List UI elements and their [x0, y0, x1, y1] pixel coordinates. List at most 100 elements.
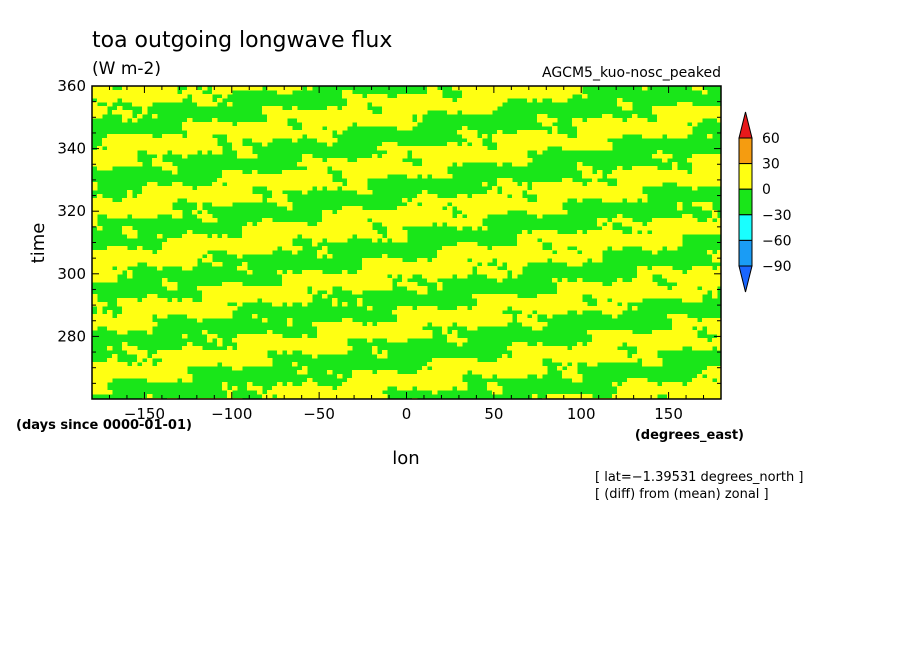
heatmap-cell: [467, 90, 473, 95]
heatmap-cell: [132, 94, 138, 99]
heatmap-cell: [452, 142, 458, 147]
heatmap-cell: [502, 270, 508, 275]
heatmap-cell: [112, 362, 118, 367]
heatmap-cell: [202, 302, 208, 307]
heatmap-cell: [437, 366, 443, 371]
heatmap-cell: [327, 106, 333, 111]
heatmap-cell: [222, 286, 228, 291]
heatmap-cell: [192, 254, 198, 259]
heatmap-cell: [97, 162, 103, 167]
heatmap-cell: [462, 250, 468, 255]
heatmap-cell: [287, 274, 293, 279]
heatmap-cell: [657, 130, 663, 135]
heatmap-cell: [562, 354, 568, 359]
heatmap-cell: [577, 262, 583, 267]
heatmap-cell: [122, 266, 128, 271]
x-tick-label: −150: [124, 405, 165, 423]
heatmap-cell: [342, 118, 348, 123]
heatmap-cell: [392, 166, 398, 171]
heatmap-cell: [357, 234, 363, 239]
heatmap-cell: [657, 270, 663, 275]
heatmap-cell: [632, 290, 638, 295]
heatmap-cell: [657, 226, 663, 231]
heatmap-cell: [192, 150, 198, 155]
heatmap-cell: [552, 394, 558, 399]
heatmap-cell: [342, 322, 348, 327]
heatmap-cell: [642, 194, 648, 199]
heatmap-cell: [527, 358, 533, 363]
heatmap-cell: [192, 94, 198, 99]
heatmap-cell: [127, 346, 133, 351]
heatmap-cell: [377, 234, 383, 239]
heatmap-cell: [512, 134, 518, 139]
heatmap-cell: [237, 190, 243, 195]
heatmap-cell: [367, 214, 373, 219]
heatmap-cell: [112, 202, 118, 207]
heatmap-cell: [322, 346, 328, 351]
heatmap-cell: [557, 138, 563, 143]
heatmap-cell: [512, 90, 518, 95]
heatmap-cell: [392, 370, 398, 375]
heatmap-cell: [497, 358, 503, 363]
heatmap-cell: [582, 258, 588, 263]
heatmap-cell: [107, 202, 113, 207]
heatmap-cell: [242, 286, 248, 291]
heatmap-cell: [267, 242, 273, 247]
heatmap-cell: [497, 258, 503, 263]
heatmap-cell: [292, 274, 298, 279]
heatmap-cell: [132, 134, 138, 139]
heatmap-cell: [577, 118, 583, 123]
heatmap-cell: [237, 250, 243, 255]
heatmap-cell: [127, 86, 133, 91]
heatmap-cell: [597, 254, 603, 259]
heatmap-cell: [707, 162, 713, 167]
heatmap-cell: [482, 86, 488, 91]
heatmap-cell: [357, 302, 363, 307]
heatmap-cell: [412, 374, 418, 379]
heatmap-cell: [97, 374, 103, 379]
heatmap-cell: [662, 242, 668, 247]
heatmap-cell: [692, 282, 698, 287]
heatmap-cell: [597, 334, 603, 339]
heatmap-cell: [152, 138, 158, 143]
heatmap-cell: [592, 118, 598, 123]
heatmap-cell: [692, 278, 698, 283]
heatmap-cell: [332, 158, 338, 163]
heatmap-cell: [102, 90, 108, 95]
heatmap-cell: [462, 370, 468, 375]
heatmap-cell: [412, 262, 418, 267]
heatmap-cell: [122, 86, 128, 91]
heatmap-cell: [332, 230, 338, 235]
heatmap-cell: [142, 354, 148, 359]
heatmap-cell: [142, 206, 148, 211]
heatmap-cell: [402, 126, 408, 131]
heatmap-cell: [367, 382, 373, 387]
heatmap-cell: [707, 342, 713, 347]
heatmap-cell: [387, 282, 393, 287]
heatmap-cell: [322, 222, 328, 227]
heatmap-cell: [542, 142, 548, 147]
heatmap-cell: [137, 198, 143, 203]
heatmap-cell: [562, 294, 568, 299]
heatmap-cell: [652, 182, 658, 187]
heatmap-cell: [237, 238, 243, 243]
heatmap-cell: [702, 162, 708, 167]
heatmap-cell: [192, 198, 198, 203]
heatmap-cell: [702, 370, 708, 375]
heatmap-cell: [632, 242, 638, 247]
heatmap-cell: [442, 158, 448, 163]
heatmap-cell: [102, 366, 108, 371]
heatmap-cell: [702, 266, 708, 271]
heatmap-cell: [497, 94, 503, 99]
heatmap-cell: [507, 254, 513, 259]
heatmap-cell: [657, 170, 663, 175]
heatmap-cell: [92, 210, 98, 215]
heatmap-cell: [562, 254, 568, 259]
heatmap-cell: [542, 234, 548, 239]
heatmap-cell: [717, 370, 721, 375]
heatmap-cell: [617, 234, 623, 239]
heatmap-cell: [157, 374, 163, 379]
heatmap-cell: [342, 390, 348, 395]
heatmap-cell: [602, 194, 608, 199]
heatmap-cell: [117, 214, 123, 219]
